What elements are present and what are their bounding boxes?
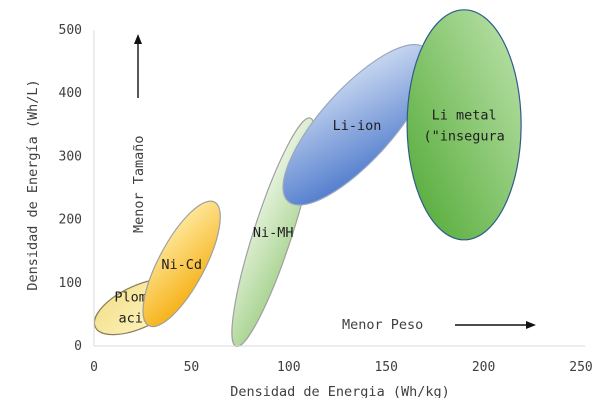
weight-arrow-head — [526, 321, 536, 329]
y-tick-label: 500 — [59, 23, 82, 38]
x-axis-title: Densidad de Energia (Wh/kg) — [230, 384, 449, 398]
region-li-metal: Li metal ("insegura — [406, 9, 522, 241]
x-tick-label: 150 — [374, 360, 397, 375]
x-tick-label: 200 — [472, 360, 495, 375]
y-tick-label: 400 — [59, 86, 82, 101]
region-label: Ni-Cd — [161, 257, 202, 273]
region-label: Ni-MH — [253, 225, 294, 241]
region-label: Li metal — [432, 107, 497, 123]
region-label: Li-ion — [333, 118, 382, 134]
weight-annotation: Menor Peso — [342, 317, 536, 333]
x-tick-label: 100 — [277, 360, 300, 375]
size-annotation-label: Menor Tamaño — [131, 135, 147, 233]
weight-annotation-label: Menor Peso — [342, 317, 423, 333]
x-tick-label: 50 — [184, 360, 200, 375]
y-tick-labels: 0 100 200 300 400 500 — [59, 23, 82, 354]
region-ni-cd: Ni-Cd — [142, 200, 221, 328]
x-tick-label: 250 — [569, 360, 592, 375]
x-tick-labels: 0 50 100 150 200 250 — [90, 360, 593, 375]
region-ellipse — [142, 200, 221, 328]
y-tick-label: 300 — [59, 149, 82, 164]
region-li-ion: Li-ion — [282, 43, 432, 206]
x-tick-label: 0 — [90, 360, 98, 375]
y-axis-title: Densidad de Energía (Wh/L) — [25, 79, 41, 290]
y-tick-label: 0 — [74, 339, 82, 354]
region-ellipse — [406, 9, 522, 241]
region-label: ("insegura — [423, 128, 504, 144]
y-tick-label: 100 — [59, 276, 82, 291]
size-annotation: Menor Tamaño — [131, 34, 147, 233]
size-arrow-head — [134, 34, 142, 44]
y-tick-label: 200 — [59, 213, 82, 228]
